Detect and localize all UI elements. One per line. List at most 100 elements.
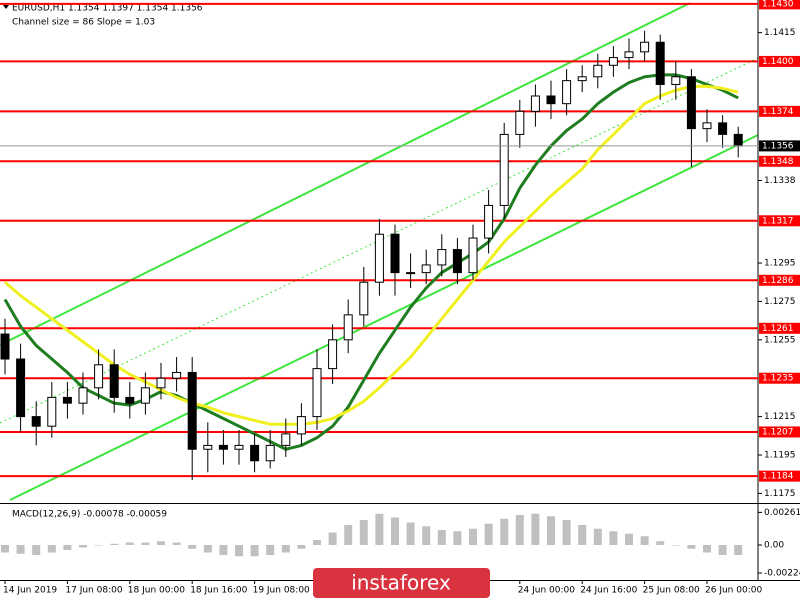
y-tick-label: 1.1275 (764, 297, 796, 307)
candle-body (530, 95, 540, 112)
level-label: 1.1286 (762, 276, 794, 286)
histogram-bar (297, 545, 306, 549)
candle-body (125, 396, 135, 404)
histogram-bar (484, 523, 493, 545)
histogram-bar (515, 515, 524, 545)
channel-upper (0, 2, 691, 346)
level-label: 1.1400 (762, 57, 794, 67)
histogram-bar (157, 541, 165, 545)
candle-body (140, 387, 150, 404)
y-tick-label: 1.1175 (764, 489, 796, 499)
y-tick-label: 1.1415 (764, 28, 796, 38)
histogram-bar (110, 543, 119, 545)
y-tick-label: 0.00261 (764, 508, 800, 518)
y-tick-label: 1.1255 (764, 335, 796, 345)
level-label: 1.1235 (762, 374, 794, 384)
candle-body (421, 264, 431, 274)
level-label-box (759, 372, 800, 384)
level-label: 1.1374 (762, 107, 794, 117)
candle-body (640, 41, 650, 53)
level-label-box (759, 274, 800, 286)
histogram-bar (266, 545, 275, 555)
level-label-box (759, 0, 800, 10)
histogram-bar (562, 520, 571, 545)
histogram-bar (656, 541, 665, 545)
candle-body (702, 122, 712, 130)
candle-body (187, 371, 197, 450)
moving-average (3, 73, 739, 451)
level-label-box (759, 426, 800, 438)
level-label: 1.1317 (762, 216, 794, 226)
histogram-bar (63, 545, 72, 550)
level-label: 1.1430 (762, 0, 794, 9)
histogram-bar (94, 545, 103, 546)
y-tick-label: 1.1338 (764, 176, 796, 186)
candle-body (0, 333, 10, 360)
candle-body (312, 368, 322, 418)
candle-body (686, 76, 696, 130)
candle-body (328, 339, 338, 370)
x-tick-label: 25 Jun 08:00 (643, 586, 700, 596)
candle-body (733, 133, 743, 147)
histogram-bar (500, 518, 509, 545)
histogram-bar (593, 528, 602, 545)
candle-body (296, 416, 306, 435)
histogram-bar (250, 545, 259, 557)
histogram-bar (391, 517, 399, 545)
x-tick-label: 24 Jun 16:00 (580, 586, 637, 596)
candle-body (655, 41, 665, 85)
histogram-bar (578, 525, 587, 545)
histogram-bar (359, 520, 368, 545)
histogram-bar (47, 545, 56, 553)
candle-body (218, 444, 228, 450)
watermark-box (313, 568, 490, 598)
candle-body (343, 314, 353, 341)
y-tick-label: 1.1195 (764, 451, 796, 461)
x-tick-label: 14 Jun 2019 (3, 586, 57, 596)
candle-body (671, 76, 681, 85)
candle-body (593, 64, 603, 78)
x-tick-label: 18 Jun 00:00 (128, 586, 185, 596)
candle-body (499, 133, 509, 206)
macd-title: MACD(12,26,9) -0.00078 -0.00059 (12, 510, 167, 520)
level-label-box (759, 155, 800, 167)
candle-body (265, 444, 275, 462)
histogram-bar (422, 526, 431, 545)
title-arrow (3, 5, 9, 9)
y-tick-label: 1.1295 (764, 259, 796, 269)
watermark: instaforex (351, 571, 451, 595)
x-tick-label: 24 Jun 00:00 (518, 586, 575, 596)
candle-body (281, 433, 291, 446)
histogram-bar (640, 536, 649, 545)
candle-body (172, 371, 182, 379)
histogram-bar (671, 545, 680, 546)
histogram-bar (609, 531, 618, 545)
candle-body (374, 233, 384, 283)
histogram-bar (469, 528, 477, 545)
histogram-bar (344, 525, 353, 545)
histogram-bar (687, 545, 696, 549)
histogram-bar (235, 545, 243, 557)
histogram-bar (453, 531, 462, 545)
histogram-bar (281, 545, 290, 553)
histogram-bar (531, 513, 540, 545)
level-label-box (759, 470, 800, 482)
candle-body (390, 233, 400, 274)
level-label-box (759, 215, 800, 227)
candle-body (452, 249, 462, 274)
histogram-bar (718, 545, 727, 555)
candle-body (546, 95, 556, 105)
histogram-bar (734, 545, 743, 555)
candle-body (94, 364, 104, 389)
histogram-bar (547, 516, 555, 545)
candle-body (718, 122, 728, 135)
histogram-bar (313, 540, 321, 545)
candle-body (250, 444, 260, 462)
y-tick-label: 0.00 (764, 541, 784, 551)
histogram-bar (79, 545, 87, 548)
candle-body (234, 444, 244, 450)
current-price-box (759, 140, 800, 152)
level-label-box (759, 322, 800, 334)
level-label: 1.1261 (762, 324, 794, 334)
